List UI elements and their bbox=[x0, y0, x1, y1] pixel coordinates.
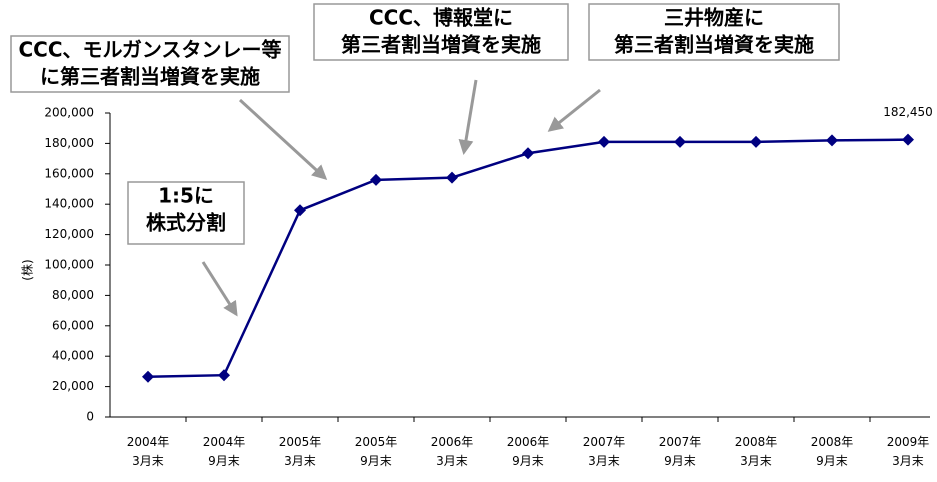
annotation-text: 株式分割 bbox=[146, 211, 226, 235]
arrow bbox=[201, 261, 238, 317]
annotation-text: に第三者割当増資を実施 bbox=[40, 65, 260, 89]
annotation-box bbox=[127, 181, 245, 245]
y-tick-label: 200,000 bbox=[44, 106, 94, 120]
y-tick-label: 140,000 bbox=[44, 197, 94, 211]
x-tick-label: 2004年 9月末 bbox=[203, 435, 246, 468]
value-label: 182,450 bbox=[883, 105, 933, 119]
y-tick-label: 0 bbox=[86, 410, 94, 424]
marker bbox=[218, 369, 230, 382]
annotation-box bbox=[313, 3, 569, 61]
marker bbox=[902, 133, 914, 146]
y-tick-label: 80,000 bbox=[52, 288, 94, 302]
marker bbox=[522, 147, 534, 160]
x-tick-label: 2007年 9月末 bbox=[659, 435, 702, 468]
annotation-text: 第三者割当増資を実施 bbox=[341, 33, 541, 57]
annotation-text: 1:5に bbox=[158, 184, 214, 208]
y-axis-label: (株) bbox=[20, 259, 35, 280]
arrow bbox=[458, 79, 478, 155]
x-tick-label: 2008年 3月末 bbox=[735, 435, 778, 468]
data-line bbox=[147, 138, 909, 378]
arrow bbox=[238, 98, 328, 181]
marker bbox=[446, 171, 458, 184]
y-tick-label: 160,000 bbox=[44, 166, 94, 180]
x-tick-label: 2004年 3月末 bbox=[127, 435, 170, 468]
x-tick-label: 2008年 9月末 bbox=[811, 435, 854, 468]
annotation-text: CCC、モルガンスタンレー等 bbox=[18, 38, 281, 62]
annotation-text: CCC、博報堂に bbox=[369, 6, 513, 30]
annotation-text: 第三者割当増資を実施 bbox=[614, 33, 814, 57]
x-tick-label: 2009年 3月末 bbox=[887, 435, 930, 468]
marker bbox=[294, 204, 306, 217]
marker bbox=[750, 135, 762, 148]
marker bbox=[674, 135, 686, 148]
arrow bbox=[547, 88, 601, 132]
x-tick-label: 2005年 9月末 bbox=[355, 435, 398, 468]
y-tick-label: 60,000 bbox=[52, 318, 94, 332]
annotation-box bbox=[10, 35, 290, 93]
y-tick-label: 20,000 bbox=[52, 379, 94, 393]
y-tick-label: 40,000 bbox=[52, 349, 94, 363]
x-tick-label: 2006年 9月末 bbox=[507, 435, 550, 468]
x-tick-label: 2007年 3月末 bbox=[583, 435, 626, 468]
x-tick-label: 2006年 3月末 bbox=[431, 435, 474, 468]
marker bbox=[142, 370, 154, 383]
marker bbox=[598, 135, 610, 148]
y-tick-label: 180,000 bbox=[44, 136, 94, 150]
x-tick-label: 2005年 3月末 bbox=[279, 435, 322, 468]
annotation-box bbox=[588, 3, 840, 61]
marker bbox=[370, 173, 382, 186]
y-tick-label: 120,000 bbox=[44, 227, 94, 241]
marker bbox=[826, 134, 838, 147]
y-tick-label: 100,000 bbox=[44, 258, 94, 272]
annotation-text: 三井物産に bbox=[664, 6, 764, 30]
